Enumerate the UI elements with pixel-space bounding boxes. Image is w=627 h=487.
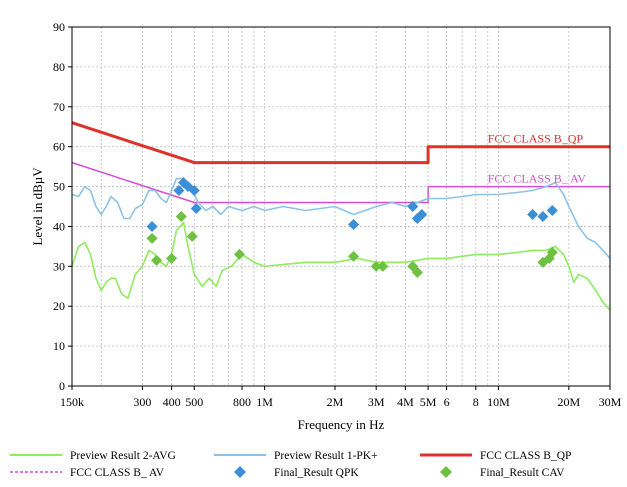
x-tick-label: 300 [133,395,151,409]
marker-final-result-qpk [547,205,558,216]
marker-final-result-qpk [537,211,548,222]
x-tick-label: 4M [397,395,414,409]
legend-label: Preview Result 1-PK+ [274,450,378,462]
legend-item: FCC CLASS B_QP [420,450,571,462]
x-tick-label: 5M [420,395,437,409]
limit-label: FCC CLASS B_QP [488,132,584,146]
marker-final-result-cav [187,231,198,242]
series-preview-result-1-pk [72,179,610,259]
legend-item: FCC CLASS B_ AV [10,467,165,479]
x-tick-label: 8 [473,395,479,409]
x-tick-label: 150k [60,395,84,409]
y-tick-label: 20 [53,299,65,313]
y-axis-ticks: 0 10 20 30 40 50 60 70 80 90 [53,20,72,393]
y-tick-label: 60 [53,140,65,154]
x-tick-label: 800 [233,395,251,409]
y-tick-label: 80 [53,60,65,74]
y-tick-label: 10 [53,339,65,353]
x-tick-label: 400 [163,395,181,409]
grid [72,27,610,386]
legend-label: Final_Result CAV [480,467,565,479]
y-tick-label: 0 [59,379,65,393]
x-tick-label: 500 [185,395,203,409]
legend-label: Preview Result 2-AVG [70,450,176,462]
x-tick-label: 2M [327,395,344,409]
marker-final-result-cav [176,211,187,222]
legend-item: Final_Result CAV [440,466,565,479]
x-tick-label: 3M [368,395,385,409]
limit-labels: FCC CLASS B_QP FCC CLASS B_ AV [488,132,586,186]
limit-label: FCC CLASS B_ AV [488,172,586,186]
x-tick-label: 6 [444,395,450,409]
legend-swatch [234,466,246,478]
x-tick-label: 1M [256,395,273,409]
legend-label: FCC CLASS B_QP [480,450,571,462]
measurement-lines [72,179,610,311]
legend-item: Preview Result 2-AVG [10,450,176,462]
y-axis-title: Level in dBµV [30,167,45,246]
legend-item: Final_Result QPK [234,466,359,479]
marker-final-result-cav [234,249,245,260]
marker-final-result-qpk [527,209,538,220]
plot-frame [72,27,610,386]
legend: Preview Result 2-AVG Preview Result 1-PK+… [10,450,571,479]
y-tick-label: 70 [53,100,65,114]
y-tick-label: 40 [53,219,65,233]
x-tick-label: 20M [557,395,580,409]
legend-label: Final_Result QPK [274,467,359,479]
x-axis-title: Frequency in Hz [298,417,385,432]
marker-final-result-qpk [348,219,359,230]
legend-item: Preview Result 1-PK+ [214,450,378,462]
legend-label: FCC CLASS B_ AV [70,467,165,479]
y-tick-label: 90 [53,20,65,34]
marker-final-result-cav [151,255,162,266]
marker-final-result-qpk [147,221,158,232]
x-tick-label: 10M [487,395,510,409]
x-tick-label: 30M [599,395,622,409]
y-tick-label: 50 [53,180,65,194]
final-result-markers [147,177,558,278]
x-axis-ticks: 150k 300 400 500 800 1M 2M 3M 4M 5M 6 8 10M 20M 30M [60,386,622,409]
legend-swatch [440,466,452,478]
marker-final-result-cav [147,233,158,244]
y-tick-label: 30 [53,259,65,273]
